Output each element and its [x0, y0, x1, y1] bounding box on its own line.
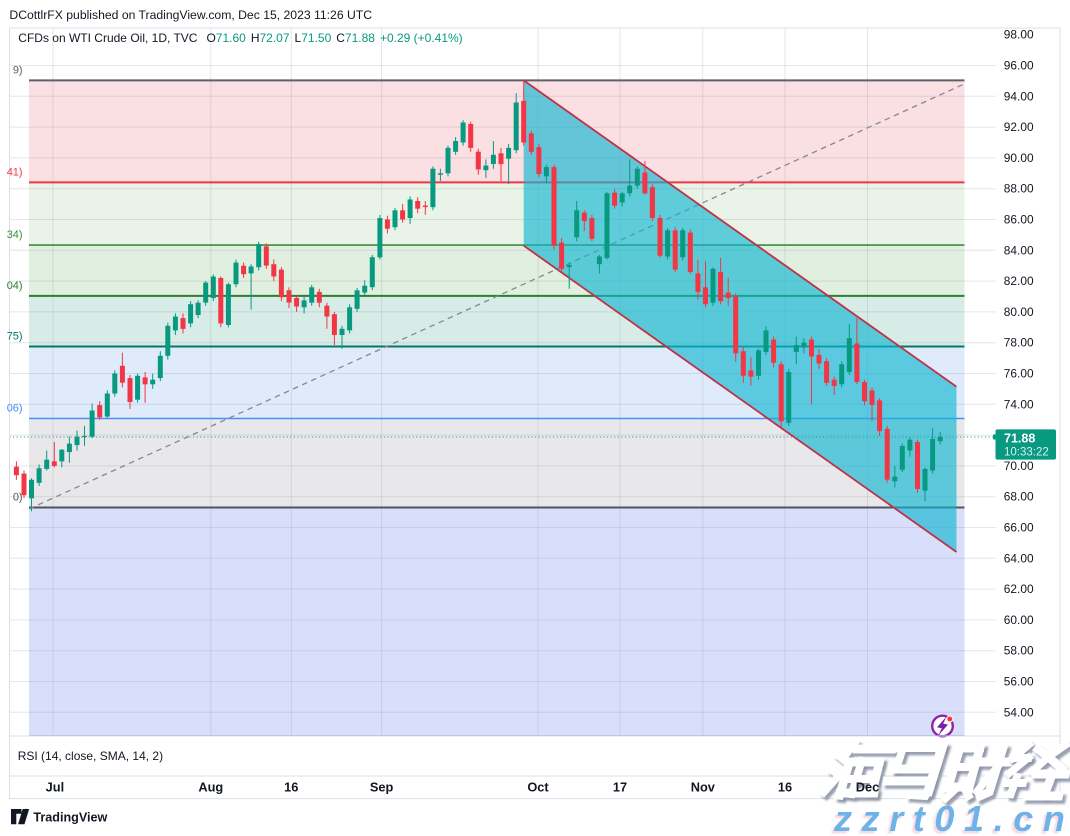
svg-text:58.00: 58.00	[1004, 644, 1034, 658]
svg-text:80.00: 80.00	[1004, 305, 1034, 319]
svg-text:Sep: Sep	[370, 780, 394, 795]
svg-text:34): 34)	[7, 229, 23, 241]
svg-text:10:33:22: 10:33:22	[1004, 447, 1049, 459]
svg-text:54.00: 54.00	[1004, 705, 1034, 719]
svg-text:Nov: Nov	[691, 780, 716, 795]
svg-text:84.00: 84.00	[1004, 243, 1034, 257]
svg-text:16: 16	[284, 780, 298, 795]
svg-text:60.00: 60.00	[1004, 613, 1034, 627]
svg-text:TradingView: TradingView	[33, 811, 107, 825]
svg-text:66.00: 66.00	[1004, 521, 1034, 535]
svg-text:75): 75)	[7, 331, 23, 343]
svg-text:56.00: 56.00	[1004, 675, 1034, 689]
svg-text:96.00: 96.00	[1004, 59, 1034, 73]
svg-text:88.00: 88.00	[1004, 182, 1034, 196]
svg-text:98.00: 98.00	[1004, 28, 1034, 42]
svg-text:Oct: Oct	[527, 780, 549, 795]
svg-text:71.88: 71.88	[1004, 432, 1035, 446]
svg-text:Dec: Dec	[856, 780, 879, 795]
svg-text:CFDs on WTI Crude Oil, 1D, TVC: CFDs on WTI Crude Oil, 1D, TVC O71.60 H72.…	[18, 31, 462, 45]
svg-text:82.00: 82.00	[1004, 274, 1034, 288]
svg-text:17: 17	[613, 780, 627, 795]
svg-text:62.00: 62.00	[1004, 582, 1034, 596]
svg-text:Aug: Aug	[198, 780, 223, 795]
svg-text:86.00: 86.00	[1004, 213, 1034, 227]
svg-text:74.00: 74.00	[1004, 397, 1034, 411]
svg-text:04): 04)	[7, 280, 23, 292]
svg-text:92.00: 92.00	[1004, 120, 1034, 134]
svg-text:9): 9)	[13, 64, 23, 76]
svg-text:78.00: 78.00	[1004, 336, 1034, 350]
svg-text:64.00: 64.00	[1004, 551, 1034, 565]
svg-text:70.00: 70.00	[1004, 459, 1034, 473]
svg-text:RSI (14, close, SMA, 14, 2): RSI (14, close, SMA, 14, 2)	[18, 749, 163, 763]
svg-text:76.00: 76.00	[1004, 367, 1034, 381]
svg-text:90.00: 90.00	[1004, 151, 1034, 165]
svg-text:Jul: Jul	[46, 780, 65, 795]
svg-text:41): 41)	[7, 166, 23, 178]
svg-text:0): 0)	[13, 492, 23, 504]
svg-text:06): 06)	[7, 403, 23, 415]
svg-text:94.00: 94.00	[1004, 89, 1034, 103]
svg-text:68.00: 68.00	[1004, 490, 1034, 504]
svg-text:DCottlrFX published on Trading: DCottlrFX published on TradingView.com, …	[9, 8, 372, 22]
svg-text:16: 16	[778, 780, 792, 795]
